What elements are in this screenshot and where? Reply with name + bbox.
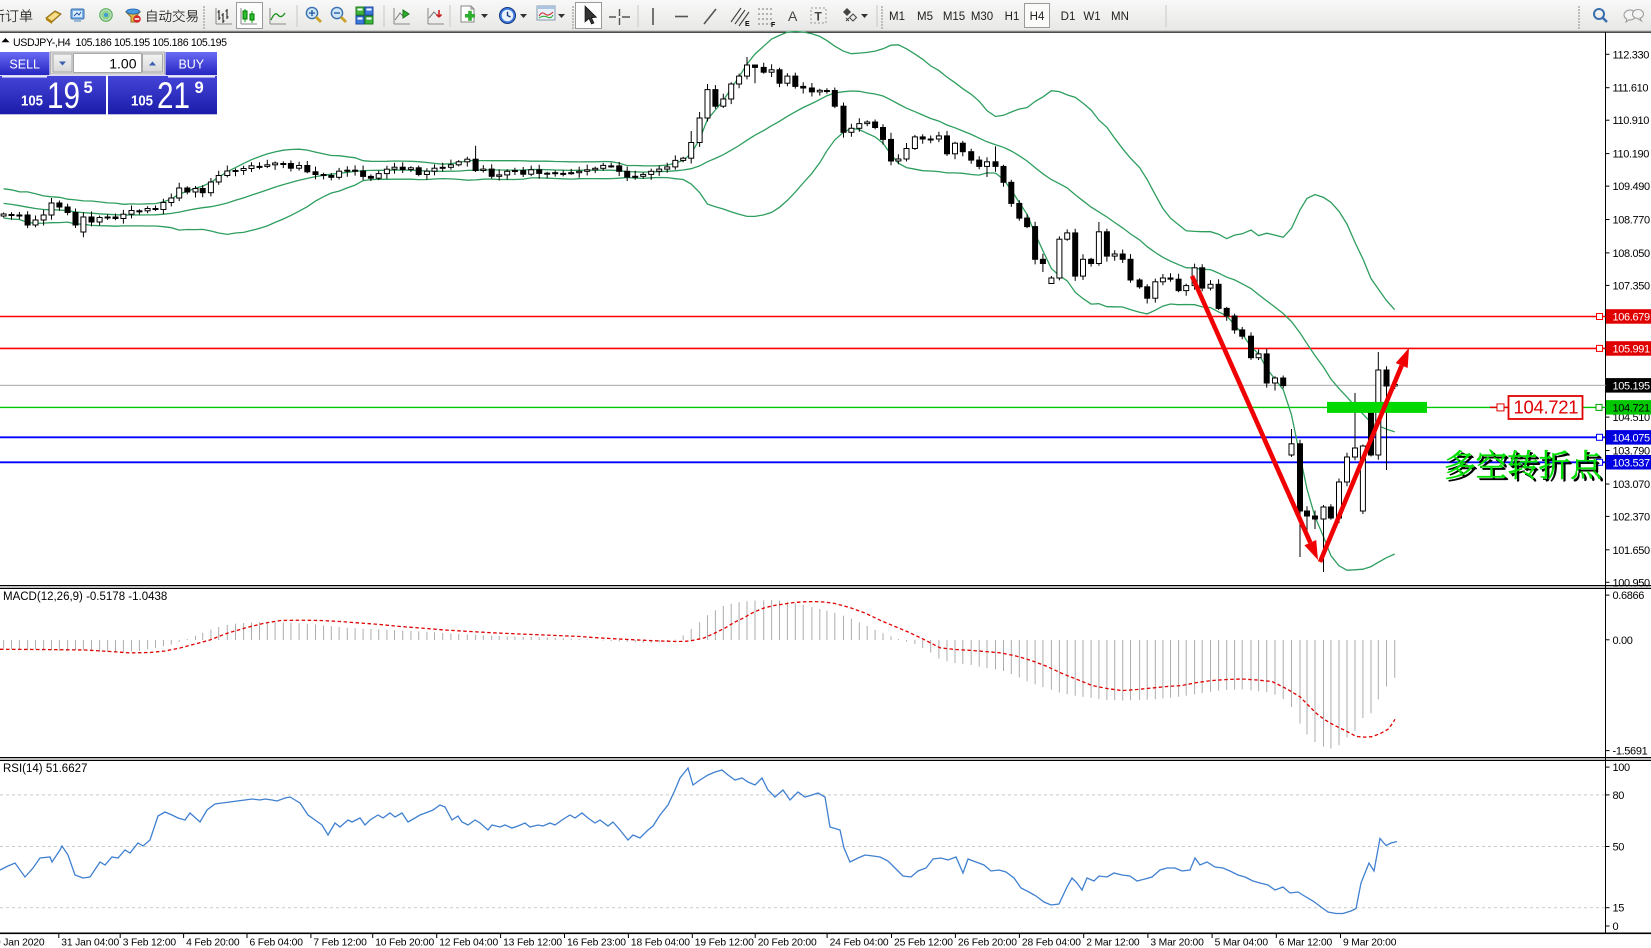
svg-text:M1: M1 bbox=[889, 11, 905, 23]
svg-text:111.610: 111.610 bbox=[1613, 83, 1649, 95]
svg-text:103.070: 103.070 bbox=[1613, 479, 1651, 491]
svg-text:BUY: BUY bbox=[178, 58, 204, 72]
svg-text:T: T bbox=[815, 10, 823, 24]
svg-text:7 Feb 12:00: 7 Feb 12:00 bbox=[313, 938, 367, 948]
svg-text:5 Mar 04:00: 5 Mar 04:00 bbox=[1215, 938, 1269, 948]
svg-text:104.721: 104.721 bbox=[1613, 403, 1651, 415]
svg-text:3 Feb 12:00: 3 Feb 12:00 bbox=[123, 938, 177, 948]
svg-text:5: 5 bbox=[84, 79, 93, 97]
svg-text:MACD(12,26,9) -0.5178 -1.0438: MACD(12,26,9) -0.5178 -1.0438 bbox=[3, 591, 167, 603]
svg-text:109.490: 109.490 bbox=[1613, 181, 1651, 193]
svg-text:9 Jan 2020: 9 Jan 2020 bbox=[0, 938, 45, 948]
svg-text:19: 19 bbox=[47, 75, 80, 116]
svg-text:26 Feb 20:00: 26 Feb 20:00 bbox=[958, 938, 1017, 948]
svg-text:50: 50 bbox=[1613, 842, 1625, 854]
svg-text:9: 9 bbox=[195, 79, 204, 97]
svg-text:110.910: 110.910 bbox=[1613, 115, 1650, 127]
svg-text:103.537: 103.537 bbox=[1613, 458, 1651, 470]
svg-text:100: 100 bbox=[1613, 762, 1631, 774]
svg-text:2 Mar 12:00: 2 Mar 12:00 bbox=[1086, 938, 1140, 948]
svg-text:0.00: 0.00 bbox=[1613, 635, 1633, 647]
svg-text:101.650: 101.650 bbox=[1613, 545, 1651, 557]
svg-text:M15: M15 bbox=[943, 11, 965, 23]
svg-text:15: 15 bbox=[1613, 903, 1625, 915]
svg-text:107.350: 107.350 bbox=[1613, 280, 1651, 292]
svg-text:6 Feb 04:00: 6 Feb 04:00 bbox=[250, 938, 304, 948]
svg-text:E: E bbox=[745, 21, 750, 28]
svg-text:9 Mar 20:00: 9 Mar 20:00 bbox=[1343, 938, 1397, 948]
svg-text:102.370: 102.370 bbox=[1613, 511, 1651, 523]
svg-text:105.991: 105.991 bbox=[1613, 344, 1651, 356]
svg-text:100.950: 100.950 bbox=[1613, 577, 1651, 589]
svg-text:RSI(14) 51.6627: RSI(14) 51.6627 bbox=[3, 763, 87, 775]
svg-text:0: 0 bbox=[1613, 921, 1619, 933]
svg-text:105: 105 bbox=[21, 94, 43, 110]
svg-text:31 Jan 04:00: 31 Jan 04:00 bbox=[61, 938, 119, 948]
svg-text:24 Feb 04:00: 24 Feb 04:00 bbox=[830, 938, 889, 948]
svg-text:4 Feb 20:00: 4 Feb 20:00 bbox=[186, 938, 240, 948]
svg-text:13 Feb 12:00: 13 Feb 12:00 bbox=[503, 938, 562, 948]
svg-text:MN: MN bbox=[1111, 11, 1129, 23]
svg-text:A: A bbox=[788, 8, 798, 24]
svg-text:16 Feb 23:00: 16 Feb 23:00 bbox=[567, 938, 626, 948]
svg-text:M30: M30 bbox=[971, 11, 993, 23]
svg-text:-1.5691: -1.5691 bbox=[1613, 746, 1648, 758]
svg-text:105: 105 bbox=[131, 94, 153, 110]
svg-text:3 Mar 20:00: 3 Mar 20:00 bbox=[1150, 938, 1204, 948]
svg-text:D1: D1 bbox=[1061, 11, 1076, 23]
svg-text:103.790: 103.790 bbox=[1613, 446, 1651, 458]
svg-text:M5: M5 bbox=[917, 11, 933, 23]
svg-text:F: F bbox=[771, 22, 776, 29]
svg-text:6 Mar 12:00: 6 Mar 12:00 bbox=[1279, 938, 1333, 948]
svg-text:19 Feb 12:00: 19 Feb 12:00 bbox=[695, 938, 754, 948]
svg-text:H1: H1 bbox=[1005, 11, 1020, 23]
svg-text:1.00: 1.00 bbox=[109, 56, 136, 72]
svg-text:108.050: 108.050 bbox=[1613, 248, 1651, 260]
svg-text:USDJPY-,H4 105.186 105.195 10: USDJPY-,H4 105.186 105.195 105.186 105.1… bbox=[13, 37, 227, 49]
svg-text:H4: H4 bbox=[1030, 11, 1045, 23]
svg-text:112.330: 112.330 bbox=[1613, 49, 1650, 61]
svg-text:W1: W1 bbox=[1083, 11, 1100, 23]
svg-text:108.770: 108.770 bbox=[1613, 215, 1651, 227]
svg-text:25 Feb 12:00: 25 Feb 12:00 bbox=[894, 938, 953, 948]
svg-text:21: 21 bbox=[157, 75, 190, 116]
svg-text:28 Feb 04:00: 28 Feb 04:00 bbox=[1022, 938, 1081, 948]
svg-text:12 Feb 04:00: 12 Feb 04:00 bbox=[439, 938, 498, 948]
svg-text:104.510: 104.510 bbox=[1613, 412, 1651, 424]
svg-text:105.195: 105.195 bbox=[1613, 381, 1651, 393]
svg-text:106.679: 106.679 bbox=[1613, 312, 1651, 324]
svg-text:20 Feb 20:00: 20 Feb 20:00 bbox=[758, 938, 817, 948]
svg-text:104.075: 104.075 bbox=[1613, 433, 1651, 445]
svg-text:80: 80 bbox=[1613, 790, 1625, 802]
svg-text:0.6866: 0.6866 bbox=[1613, 590, 1645, 602]
svg-text:10 Feb 20:00: 10 Feb 20:00 bbox=[375, 938, 434, 948]
svg-text:110.190: 110.190 bbox=[1613, 149, 1650, 161]
svg-text:SELL: SELL bbox=[9, 58, 40, 72]
svg-text:18 Feb 04:00: 18 Feb 04:00 bbox=[631, 938, 690, 948]
svg-text:104.721: 104.721 bbox=[1514, 397, 1579, 418]
